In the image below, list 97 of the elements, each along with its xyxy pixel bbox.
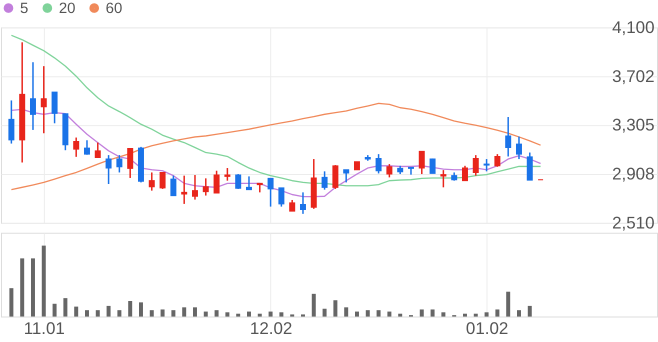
candlestick bbox=[73, 136, 80, 158]
bar bbox=[246, 312, 251, 317]
candlestick bbox=[202, 178, 209, 196]
bar bbox=[376, 310, 381, 317]
bar bbox=[484, 312, 489, 317]
y-tick-label: 4,100 bbox=[612, 18, 655, 37]
candlestick bbox=[300, 192, 306, 215]
candlestick bbox=[170, 174, 176, 196]
bar bbox=[462, 314, 467, 317]
candlestick bbox=[526, 152, 533, 181]
bar bbox=[354, 312, 359, 317]
bar bbox=[74, 306, 78, 317]
bar bbox=[236, 314, 240, 317]
candlestick bbox=[268, 178, 274, 208]
y-tick-label: 2,908 bbox=[612, 164, 655, 184]
bar bbox=[138, 302, 143, 317]
bar bbox=[182, 307, 186, 317]
candlestick bbox=[418, 150, 425, 175]
bar bbox=[258, 314, 262, 317]
candlestick bbox=[84, 140, 90, 156]
bar bbox=[528, 306, 532, 317]
candlestick bbox=[376, 153, 382, 174]
bar bbox=[516, 310, 521, 317]
candlestick bbox=[214, 170, 220, 194]
bar bbox=[63, 298, 68, 317]
bar bbox=[150, 310, 154, 317]
candlestick bbox=[106, 154, 112, 185]
bar bbox=[474, 314, 478, 317]
bar bbox=[300, 314, 305, 317]
y-tick-label: 3,305 bbox=[612, 116, 655, 135]
candlestick bbox=[343, 168, 350, 184]
bar bbox=[387, 312, 392, 317]
bar bbox=[9, 288, 14, 317]
bar bbox=[214, 310, 219, 317]
candlestick bbox=[235, 173, 242, 190]
candlestick bbox=[192, 174, 198, 200]
bar bbox=[84, 310, 89, 317]
bar bbox=[506, 292, 510, 317]
candlestick bbox=[505, 116, 512, 158]
candlestick bbox=[289, 199, 296, 212]
bar bbox=[204, 312, 208, 317]
candlestick bbox=[332, 164, 338, 190]
bar bbox=[290, 314, 294, 317]
bar bbox=[333, 300, 338, 317]
candlestick bbox=[278, 187, 284, 208]
y-tick-label: 2,510 bbox=[612, 213, 655, 232]
candlestick bbox=[181, 174, 188, 205]
candlestick bbox=[94, 142, 101, 158]
bar bbox=[312, 294, 316, 317]
bar bbox=[430, 309, 435, 317]
bar bbox=[398, 314, 402, 317]
candlestick bbox=[494, 153, 500, 168]
legend-label: 5 bbox=[20, 0, 28, 18]
candlestick bbox=[8, 100, 14, 144]
candlestick bbox=[160, 172, 166, 190]
bar bbox=[225, 312, 230, 317]
bar bbox=[279, 312, 284, 317]
candlestick bbox=[127, 148, 134, 179]
x-tick-label: 11.01 bbox=[24, 319, 65, 338]
bar bbox=[106, 306, 111, 317]
candlestick bbox=[484, 158, 490, 172]
bar bbox=[20, 258, 24, 317]
line-series bbox=[10, 34, 542, 186]
bar bbox=[344, 307, 348, 317]
candlestick bbox=[148, 172, 155, 192]
candlestick bbox=[472, 154, 479, 176]
candlestick bbox=[462, 165, 468, 182]
bar bbox=[160, 309, 165, 317]
bar bbox=[268, 312, 273, 317]
bar bbox=[117, 310, 122, 317]
bar bbox=[96, 310, 100, 317]
bar bbox=[52, 304, 57, 317]
candlestick bbox=[386, 163, 392, 178]
bar bbox=[192, 307, 197, 317]
bar bbox=[420, 309, 424, 317]
candlestick bbox=[516, 136, 522, 160]
candlestick bbox=[52, 91, 58, 124]
bar bbox=[441, 312, 446, 317]
x-tick-label: 12.02 bbox=[250, 319, 292, 338]
bar bbox=[171, 310, 176, 317]
bar bbox=[30, 258, 35, 317]
candlestick bbox=[440, 169, 446, 188]
candlestick bbox=[430, 158, 436, 174]
y-tick-label: 3,702 bbox=[612, 66, 655, 86]
bar bbox=[366, 310, 370, 317]
legend-label: 60 bbox=[106, 0, 122, 18]
bar bbox=[495, 309, 500, 317]
candlestick bbox=[246, 176, 252, 190]
legend-label: 20 bbox=[58, 0, 76, 18]
bar bbox=[128, 300, 132, 317]
candlestick bbox=[116, 154, 122, 174]
bar bbox=[42, 246, 46, 317]
candlestick bbox=[30, 61, 36, 131]
candlestick bbox=[224, 167, 230, 182]
x-tick-label: 01.02 bbox=[466, 319, 508, 338]
bar bbox=[322, 308, 327, 317]
candlestick bbox=[322, 170, 328, 190]
